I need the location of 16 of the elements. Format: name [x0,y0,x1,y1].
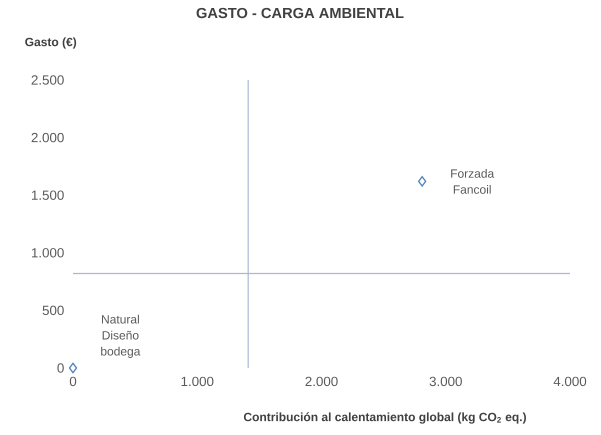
y-tick-label: 1.500 [32,190,64,200]
x-tick-label: 2.000 [305,376,338,386]
x-tick-label: 4.000 [554,376,586,386]
x-tick-label: 3.000 [430,376,462,386]
y-tick-label: 1.000 [32,248,64,258]
annotation: Forzada Fancoil [451,168,494,194]
y-tick-label: 2.500 [32,75,64,85]
y-tick-label: 0 [57,363,64,373]
y-tick-label: 500 [42,306,64,316]
x-tick-label: 1.000 [182,376,214,386]
chart-title: GASTO - CARGA AMBIENTAL [196,8,404,18]
y-axis-title: Gasto (€) [25,37,76,49]
x-tick-label: 0 [70,376,76,386]
annotation: Natural Diseño bodega [101,314,140,358]
x-axis-title: Contribución al calentamiento global (kg CO$_{2}$ eq.) [244,412,526,424]
y-tick-label: 2.000 [32,132,64,142]
